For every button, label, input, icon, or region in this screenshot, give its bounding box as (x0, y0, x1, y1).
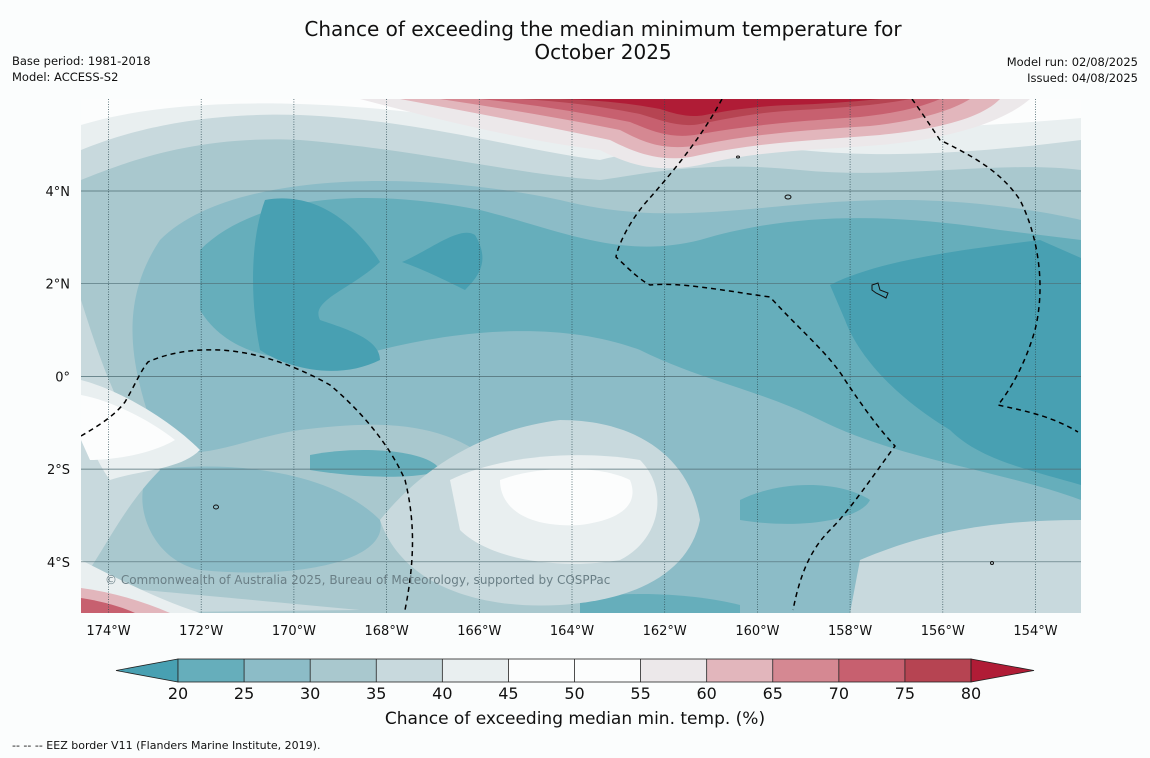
longitude-labels: 174°W 172°W 170°W 168°W 166°W 164°W 162°W 160°W… (86, 624, 1057, 639)
island-3 (213, 504, 219, 510)
model-info: Base period: 1981-2018 Model: ACCESS-S2 (12, 53, 151, 85)
band-below-20-west (253, 198, 380, 371)
colorbar-segment (640, 659, 707, 682)
eez-border-west (81, 349, 414, 611)
base-period: Base period: 1981-2018 (12, 54, 151, 68)
latitude-label: 0° (55, 370, 70, 385)
colorbar-segment (376, 659, 443, 682)
band-20-25-s (310, 450, 440, 477)
title-line-1: Chance of exceeding the median minimum t… (304, 17, 902, 41)
colorbar-segment (904, 659, 971, 682)
colorbar-segment (178, 659, 245, 682)
eez-border-east (911, 99, 1079, 433)
colorbar-tick-label: 60 (696, 684, 716, 703)
title-line-2: October 2025 (534, 40, 672, 64)
band-above-80-north (560, 99, 880, 117)
longitude-label: 160°W (735, 624, 779, 639)
band-20-25-b (580, 594, 740, 613)
copyright-notice: © Commonwealth of Australia 2025, Bureau… (105, 573, 610, 587)
model-run: Model run: 02/08/2025 (1006, 55, 1138, 69)
colorbar-extend-low (115, 658, 179, 683)
latitude-label: 4°S (47, 556, 70, 571)
band-below-20-center (402, 232, 483, 290)
band-70-75-sw (81, 598, 135, 613)
colorbar-tick-label: 25 (234, 684, 254, 703)
colorbar-segment (310, 659, 377, 682)
island-1 (784, 194, 792, 200)
colorbar-segment (706, 659, 773, 682)
colorbar-title: Chance of exceeding median min. temp. (%… (384, 709, 766, 729)
colorbar-segment (244, 659, 311, 682)
eez-borders (81, 99, 1079, 611)
longitude-label: 162°W (643, 624, 687, 639)
colorbar-segment (772, 659, 839, 682)
colorbar-tick-label: 50 (564, 684, 584, 703)
footnote: -- -- -- EEZ border V11 (Flanders Marine… (12, 739, 321, 752)
graticule (81, 99, 1081, 613)
latitude-labels: 4°N 2°N 0° 2°S 4°S (46, 185, 71, 571)
chart-title: Chance of exceeding the median minimum t… (0, 18, 1150, 64)
latitude-label: 4°N (46, 185, 71, 200)
colorbar-tick-label: 20 (168, 684, 188, 703)
model-name: Model: ACCESS-S2 (12, 70, 119, 84)
colorbar-tick-label: 70 (829, 684, 849, 703)
band-20-25-se (740, 485, 870, 524)
contour-field (81, 99, 1081, 613)
eez-border-center (615, 99, 896, 611)
colorbar-segment (574, 659, 641, 682)
latitude-label: 2°S (47, 463, 70, 478)
colorbar-extend-high (970, 658, 1035, 683)
colorbar-tick-label: 40 (432, 684, 452, 703)
band-25-30-sw (142, 466, 381, 573)
island-4 (990, 561, 994, 565)
colorbar-tick-label: 45 (498, 684, 518, 703)
band-45-55-south (500, 468, 633, 526)
islands (213, 155, 994, 565)
run-info: Model run: 02/08/2025 Issued: 04/08/2025 (1007, 54, 1138, 86)
colorbar-tick-label: 75 (895, 684, 915, 703)
longitude-label: 166°W (457, 624, 501, 639)
colorbar-tick-label: 30 (300, 684, 320, 703)
longitude-label: 158°W (828, 624, 872, 639)
longitude-label: 164°W (550, 624, 594, 639)
colorbar-tick-label: 80 (961, 684, 981, 703)
longitude-label: 154°W (1013, 624, 1057, 639)
colorbar-segment (838, 659, 905, 682)
colorbar-tick-label: 55 (630, 684, 650, 703)
band-below-20-east (830, 240, 1081, 485)
longitude-label: 172°W (179, 624, 223, 639)
colorbar-segment (442, 659, 509, 682)
colorbar-tick-label: 35 (366, 684, 386, 703)
longitude-label: 168°W (365, 624, 409, 639)
longitude-label: 174°W (86, 624, 130, 639)
colorbar-tick-label: 65 (763, 684, 783, 703)
longitude-label: 170°W (272, 624, 316, 639)
issued-date: Issued: 04/08/2025 (1027, 71, 1138, 85)
longitude-label: 156°W (921, 624, 965, 639)
colorbar-segment (508, 659, 575, 682)
island-2 (871, 282, 889, 299)
latitude-label: 2°N (46, 278, 71, 293)
band-45-55-west (81, 395, 175, 460)
band-35-40-se (850, 520, 1081, 613)
island-5 (736, 155, 740, 159)
colorbar: 20 25 30 35 40 45 50 55 60 65 70 75 80 (115, 658, 1035, 703)
